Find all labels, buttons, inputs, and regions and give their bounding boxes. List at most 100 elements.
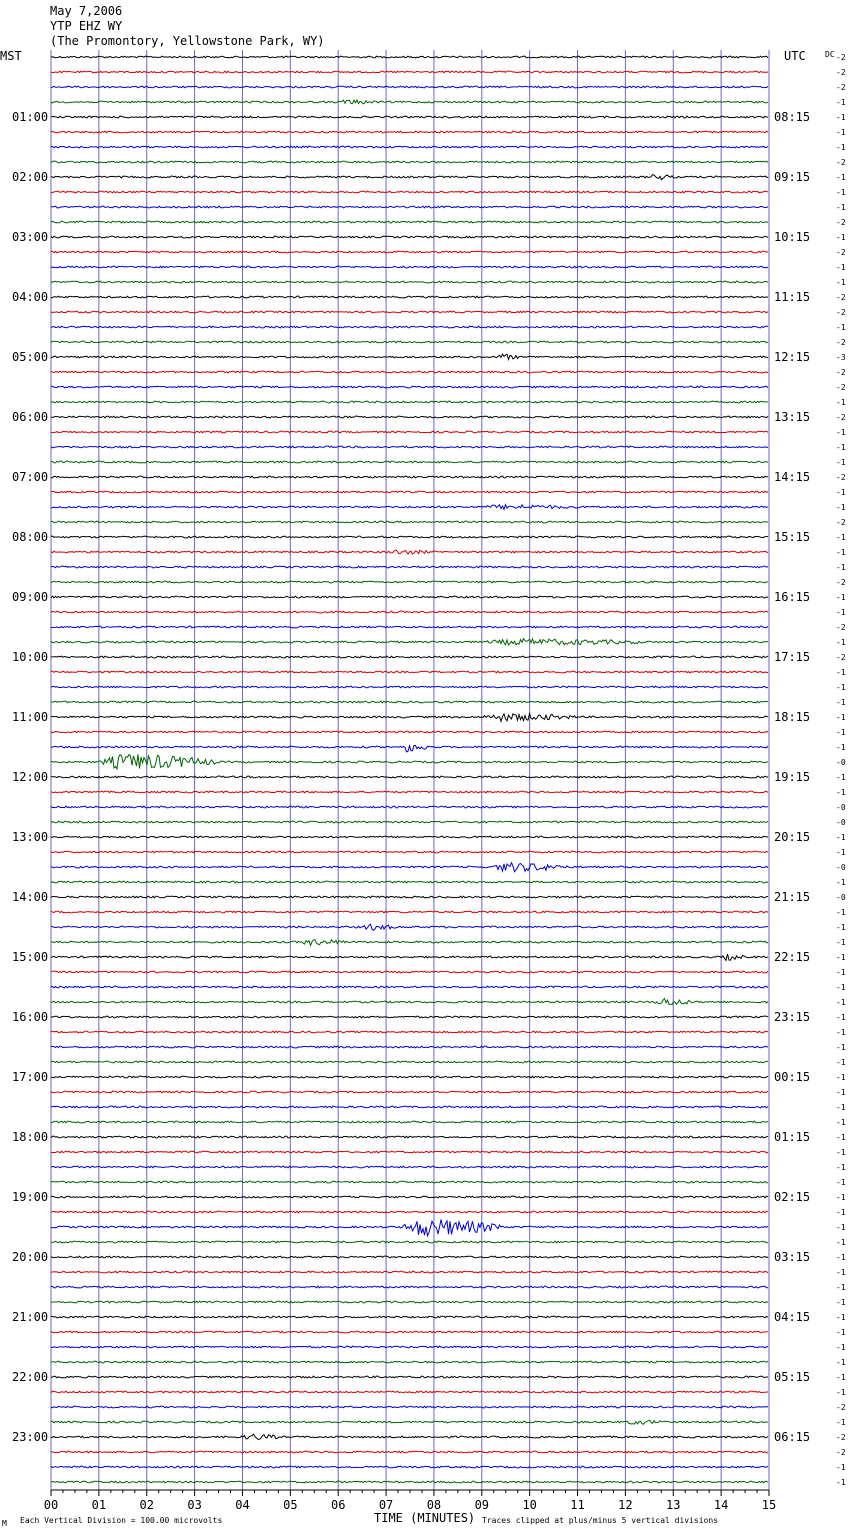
dc-offset-label: -1 <box>836 668 846 677</box>
left-hour-label: 14:00 <box>12 890 48 904</box>
trace-line <box>50 1270 769 1274</box>
dc-offset-label: -0 <box>836 893 846 902</box>
dc-offset-label: -1 <box>836 788 846 797</box>
right-hour-label: 09:15 <box>774 170 810 184</box>
dc-offset-label: -1 <box>836 458 846 467</box>
dc-offset-label: -1 <box>836 968 846 977</box>
left-hour-label: 16:00 <box>12 1010 48 1024</box>
right-hour-label: 03:15 <box>774 1250 810 1264</box>
right-hour-label: 02:15 <box>774 1190 810 1204</box>
trace-line <box>50 1060 769 1064</box>
trace-line <box>50 1390 769 1394</box>
trace-line <box>50 1090 769 1094</box>
left-hour-label: 10:00 <box>12 650 48 664</box>
right-hour-label: 15:15 <box>774 530 810 544</box>
dc-offset-label: -1 <box>836 1358 846 1367</box>
dc-offset-label: -1 <box>836 1073 846 1082</box>
dc-offset-label: -1 <box>836 998 846 1007</box>
trace-line <box>50 670 769 674</box>
trace-line <box>50 205 769 209</box>
left-timezone-label: MST <box>0 49 22 63</box>
trace-line <box>50 1180 769 1184</box>
trace-line <box>50 970 769 974</box>
dc-offset-label: -1 <box>836 938 846 947</box>
trace-line <box>50 1075 769 1079</box>
right-hour-label: 05:15 <box>774 1370 810 1384</box>
right-hour-label: 19:15 <box>774 770 810 784</box>
right-hour-label: 00:15 <box>774 1070 810 1084</box>
left-hour-label: 08:00 <box>12 530 48 544</box>
right-hour-label: 23:15 <box>774 1010 810 1024</box>
trace-line <box>50 1405 769 1409</box>
trace-line <box>50 753 769 771</box>
dc-offset-label: -1 <box>836 1373 846 1382</box>
corner-mark: M <box>2 1519 7 1528</box>
trace-line <box>50 1450 769 1454</box>
dc-offset-label: -1 <box>836 833 846 842</box>
x-tick-label: 06 <box>331 1498 345 1512</box>
dc-offset-label: -2 <box>836 218 846 227</box>
trace-line <box>50 385 769 389</box>
dc-offset-label: -1 <box>836 638 846 647</box>
right-hour-label: 10:15 <box>774 230 810 244</box>
right-hour-label: 20:15 <box>774 830 810 844</box>
dc-offset-label: -1 <box>836 1298 846 1307</box>
dc-offset-label: -1 <box>836 398 846 407</box>
trace-line <box>50 325 769 329</box>
left-hour-label: 06:00 <box>12 410 48 424</box>
x-tick-label: 07 <box>379 1498 393 1512</box>
trace-line <box>50 637 769 646</box>
x-tick-label: 13 <box>666 1498 680 1512</box>
trace-line <box>50 549 769 555</box>
trace-line <box>50 430 769 434</box>
trace-line <box>50 923 769 931</box>
dc-offset-label: -1 <box>836 1388 846 1397</box>
trace-line <box>50 280 769 284</box>
dc-offset-label: -1 <box>836 1058 846 1067</box>
trace-line <box>50 370 769 374</box>
trace-line <box>50 565 769 569</box>
left-hour-label: 15:00 <box>12 950 48 964</box>
station-location: (The Promontory, Yellowstone Park, WY) <box>50 34 325 48</box>
dc-offset-label: -2 <box>836 623 846 632</box>
trace-line <box>50 310 769 314</box>
dc-offset-label: -0 <box>836 863 846 872</box>
x-tick-label: 03 <box>187 1498 201 1512</box>
x-tick-label: 10 <box>522 1498 536 1512</box>
right-hour-label: 14:15 <box>774 470 810 484</box>
dc-offset-label: -2 <box>836 83 846 92</box>
dc-offset-label: -2 <box>836 653 846 662</box>
dc-offset-label: -2 <box>836 68 846 77</box>
dc-offset-label: -1 <box>836 1103 846 1112</box>
right-hour-label: 13:15 <box>774 410 810 424</box>
right-hour-label: 16:15 <box>774 590 810 604</box>
x-axis-title: TIME (MINUTES) <box>374 1511 475 1525</box>
scale-note: Each Vertical Division = 100.00 microvol… <box>20 1516 222 1525</box>
clip-note: Traces clipped at plus/minus 5 vertical … <box>482 1516 718 1525</box>
trace-line <box>50 610 769 614</box>
right-hour-label: 12:15 <box>774 350 810 364</box>
trace-line <box>50 1375 769 1379</box>
trace-line <box>50 145 769 149</box>
dc-offset-label: -2 <box>836 383 846 392</box>
dc-offset-label: -1 <box>836 923 846 932</box>
left-hour-label: 07:00 <box>12 470 48 484</box>
dc-offset-label: -1 <box>836 953 846 962</box>
trace-line <box>50 115 769 119</box>
dc-offset-label: -1 <box>836 278 846 287</box>
trace-line <box>50 1219 769 1238</box>
axes: -2 -2 -2 -1 -1 -1 -1 -2 -1 -1 -1 -2 -1 -2 -1 -1 -2 -2 -1 -2… <box>12 53 846 1512</box>
trace-line <box>50 1150 769 1154</box>
minute-grid <box>50 50 770 1490</box>
left-hour-label: 22:00 <box>12 1370 48 1384</box>
dc-offset-label: -1 <box>836 1178 846 1187</box>
trace-line <box>50 1300 769 1304</box>
right-hour-label: 21:15 <box>774 890 810 904</box>
right-hour-label: 04:15 <box>774 1310 810 1324</box>
dc-offset-label: -1 <box>836 548 846 557</box>
trace-line <box>50 625 769 629</box>
trace-line <box>50 835 769 839</box>
trace-line <box>50 997 769 1006</box>
trace-line <box>50 400 769 404</box>
